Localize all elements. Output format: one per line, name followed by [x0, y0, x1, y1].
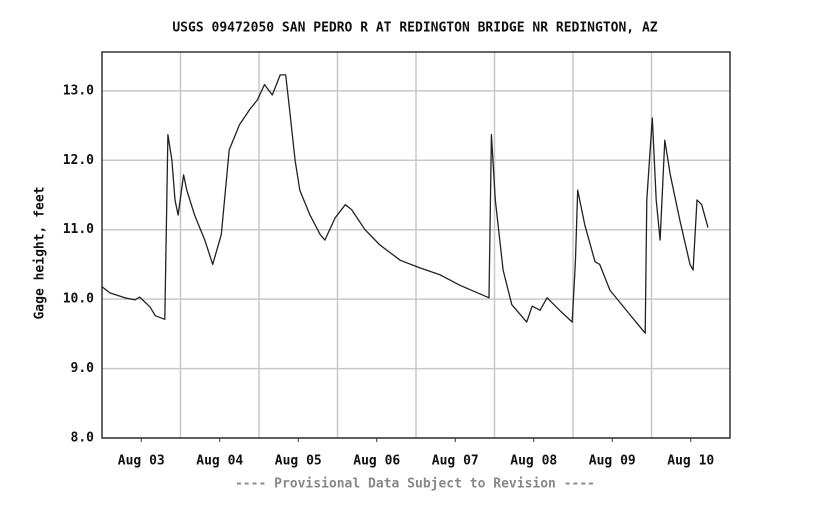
- x-tick-label: Aug 09: [589, 454, 636, 469]
- y-tick-label: 9.0: [71, 361, 95, 376]
- y-tick-label: 13.0: [63, 83, 94, 98]
- y-tick-label: 11.0: [63, 222, 94, 237]
- y-axis-label: Gage height, feet: [33, 186, 48, 319]
- y-tick-label: 10.0: [63, 292, 94, 307]
- x-tick-label: Aug 05: [275, 454, 322, 469]
- chart-title: USGS 09472050 SAN PEDRO R AT REDINGTON B…: [172, 21, 657, 36]
- data-line: [101, 74, 709, 334]
- y-tick-label: 12.0: [63, 153, 94, 168]
- footer-note: ---- Provisional Data Subject to Revisio…: [235, 477, 595, 492]
- y-tick-label: 8.0: [71, 431, 95, 446]
- x-tick-label: Aug 03: [118, 454, 165, 469]
- x-tick-label: Aug 07: [432, 454, 479, 469]
- plot-frame: [101, 51, 731, 439]
- x-tick-label: Aug 10: [667, 454, 714, 469]
- x-tick-label: Aug 06: [353, 454, 400, 469]
- x-tick-label: Aug 08: [510, 454, 557, 469]
- x-tick-label: Aug 04: [196, 454, 243, 469]
